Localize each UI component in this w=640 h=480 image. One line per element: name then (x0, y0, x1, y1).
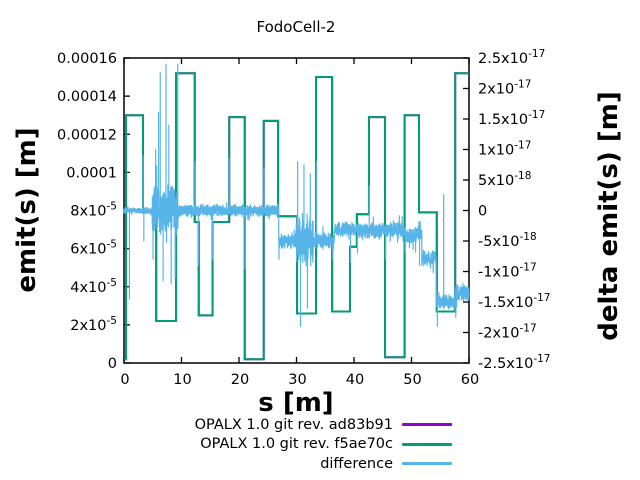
legend-line-sample-f5ae70c (402, 442, 452, 446)
svg-text:2x10-17: 2x10-17 (478, 79, 531, 98)
svg-text:0: 0 (108, 356, 117, 372)
svg-text:2x10-5: 2x10-5 (70, 315, 117, 334)
svg-text:2.5x10-17: 2.5x10-17 (478, 48, 545, 67)
svg-text:40: 40 (346, 372, 364, 388)
legend: OPALX 1.0 git rev. ad83b91 OPALX 1.0 git… (133, 415, 453, 474)
svg-text:50: 50 (403, 372, 421, 388)
legend-item-label: OPALX 1.0 git rev. f5ae70c (200, 436, 393, 453)
svg-text:0.00016: 0.00016 (57, 51, 117, 67)
svg-text:30: 30 (288, 372, 306, 388)
y2-axis-ticks: -2.5x10-17 -2x10-17 -1.5x10-17 -1x10-17 -5x1… (463, 48, 550, 372)
svg-text:1.5x10-17: 1.5x10-17 (478, 109, 545, 128)
y-axis-ticks: 0 2x10-5 4x10-5 6x10-5 8x10-5 0.0001 0.00012 0.… (57, 51, 130, 372)
svg-text:10: 10 (173, 372, 191, 388)
svg-text:6x10-5: 6x10-5 (70, 239, 117, 258)
x-axis-label: s [m] (258, 388, 334, 418)
svg-text:-1x10-17: -1x10-17 (478, 262, 537, 281)
svg-text:0.00012: 0.00012 (57, 127, 117, 143)
svg-text:-2x10-17: -2x10-17 (478, 323, 537, 342)
svg-text:0.00014: 0.00014 (57, 89, 117, 105)
legend-line-sample-ad83b91 (402, 423, 452, 427)
legend-item-label: OPALX 1.0 git rev. ad83b91 (194, 416, 393, 433)
legend-item: difference (133, 454, 453, 474)
legend-item: OPALX 1.0 git rev. f5ae70c (133, 435, 453, 455)
series-lines (123, 63, 470, 361)
legend-item: OPALX 1.0 git rev. ad83b91 (133, 415, 453, 435)
legend-line-sample-difference (402, 462, 452, 466)
legend-item-label: difference (320, 455, 393, 472)
svg-text:5x10-18: 5x10-18 (478, 170, 531, 189)
svg-text:20: 20 (231, 372, 249, 388)
svg-text:4x10-5: 4x10-5 (70, 277, 117, 296)
svg-text:1x10-17: 1x10-17 (478, 140, 531, 159)
y-axis-label: emit(s) [m] (12, 127, 42, 293)
svg-text:-1.5x10-17: -1.5x10-17 (478, 292, 550, 311)
y2-axis-label: delta emit(s) [m] (594, 91, 624, 341)
svg-text:0: 0 (120, 372, 129, 388)
chart-title: FodoCell-2 (256, 18, 336, 36)
svg-text:8x10-5: 8x10-5 (70, 201, 117, 220)
svg-text:-5x10-18: -5x10-18 (478, 231, 537, 250)
svg-text:0.0001: 0.0001 (66, 165, 117, 181)
series-difference (123, 63, 470, 327)
svg-text:60: 60 (461, 372, 479, 388)
x-axis-ticks: 0 10 20 30 40 50 60 (120, 58, 479, 388)
svg-text:0: 0 (478, 204, 487, 220)
svg-text:-2.5x10-17: -2.5x10-17 (478, 353, 550, 372)
